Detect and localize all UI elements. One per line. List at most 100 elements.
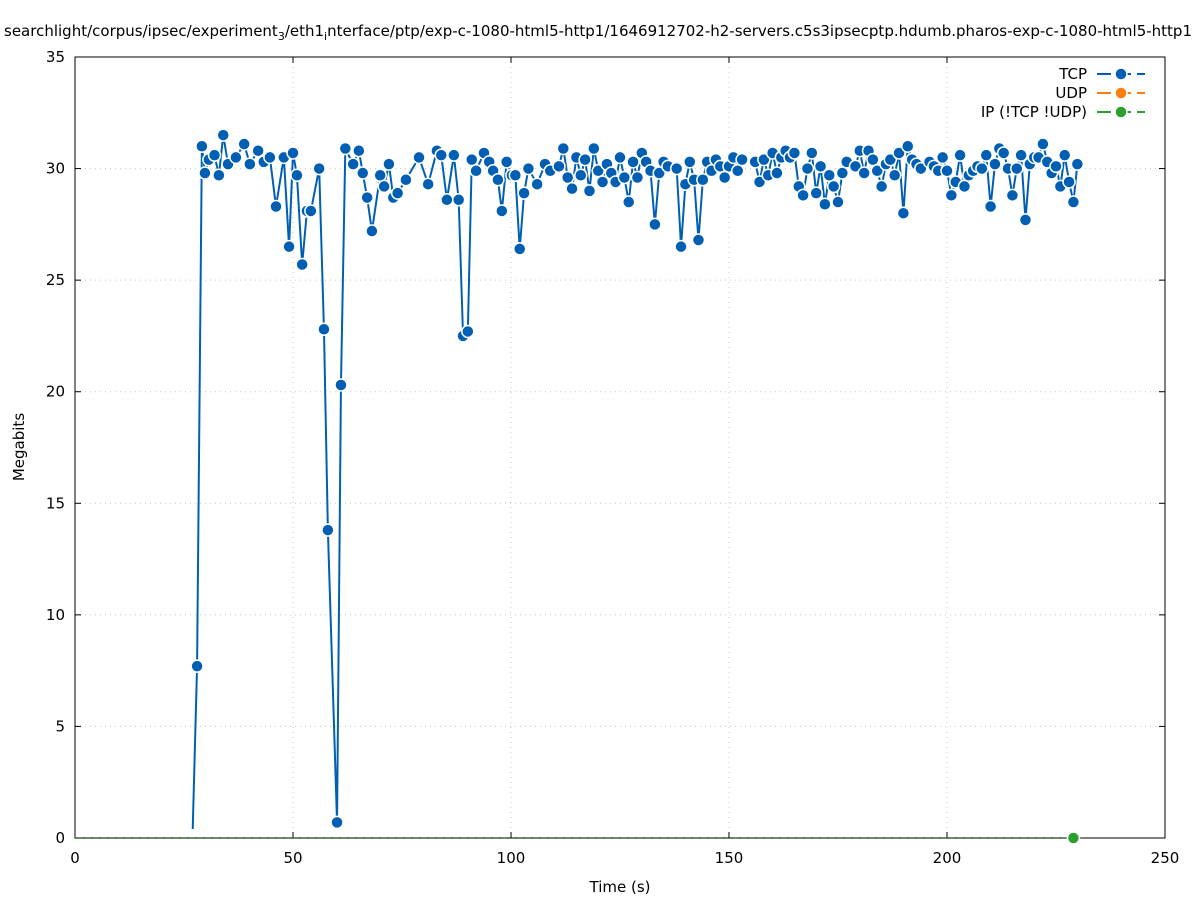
data-point xyxy=(975,161,989,176)
data-point xyxy=(800,161,815,176)
data-point xyxy=(1062,175,1076,189)
data-point xyxy=(334,378,348,392)
data-point xyxy=(399,172,413,187)
data-point xyxy=(883,152,898,167)
data-point xyxy=(560,170,575,185)
data-point xyxy=(1066,195,1081,209)
y-tick-label: 0 xyxy=(55,829,65,847)
legend-entry: IP (!TCP !UDP) xyxy=(981,103,1145,121)
data-point xyxy=(752,175,767,189)
data-point xyxy=(195,139,209,154)
data-point xyxy=(630,170,645,185)
data-point xyxy=(578,152,592,167)
x-tick-label: 150 xyxy=(715,849,744,867)
data-point xyxy=(1066,831,1081,845)
data-point xyxy=(508,168,523,183)
data-point xyxy=(517,186,531,200)
x-tick-label: 250 xyxy=(1151,849,1180,867)
data-point xyxy=(390,186,405,200)
x-tick-label: 100 xyxy=(497,849,526,867)
data-point xyxy=(346,157,360,171)
data-point xyxy=(321,523,335,537)
data-point xyxy=(717,170,732,185)
y-tick-label: 20 xyxy=(46,383,65,401)
grid xyxy=(75,57,1165,838)
data-point xyxy=(565,181,579,196)
data-point xyxy=(582,184,597,198)
data-point xyxy=(382,157,396,171)
data-point xyxy=(491,172,505,187)
x-tick-label: 200 xyxy=(933,849,962,867)
series-layer xyxy=(75,128,1085,845)
data-point xyxy=(835,166,850,180)
data-point xyxy=(901,139,915,154)
y-tick-label: 30 xyxy=(46,160,65,178)
data-point xyxy=(1049,159,1063,174)
data-point xyxy=(469,164,483,178)
data-point xyxy=(595,175,610,189)
data-point xyxy=(282,239,296,254)
data-point xyxy=(360,190,374,205)
y-tick-label: 25 xyxy=(46,271,65,289)
data-point xyxy=(286,146,300,160)
y-tick-label: 10 xyxy=(46,606,65,624)
data-point xyxy=(495,204,509,218)
data-point xyxy=(979,148,993,162)
data-point xyxy=(940,164,954,178)
data-point xyxy=(674,239,688,254)
data-point xyxy=(996,146,1011,160)
data-point xyxy=(312,161,326,176)
data-point xyxy=(613,150,627,165)
data-point xyxy=(787,146,802,160)
data-point xyxy=(957,179,972,194)
data-point xyxy=(1010,161,1024,176)
series-tcp xyxy=(190,128,1085,830)
data-point xyxy=(530,177,544,191)
data-point xyxy=(356,166,370,180)
data-point xyxy=(412,150,426,165)
data-point xyxy=(648,217,662,232)
data-point xyxy=(1018,213,1033,227)
data-point xyxy=(263,150,277,165)
legend-label: TCP xyxy=(1058,65,1087,83)
data-point xyxy=(461,324,475,339)
title-part: searchlight/corpus/ipsec/experiment xyxy=(4,22,278,40)
data-point xyxy=(848,159,863,174)
data-point xyxy=(237,137,251,151)
data-point xyxy=(216,128,230,142)
series-line xyxy=(191,134,1079,830)
data-point xyxy=(330,815,344,830)
y-tick-label: 5 xyxy=(55,717,65,735)
data-point xyxy=(352,143,366,158)
data-point xyxy=(465,152,479,167)
data-point xyxy=(770,166,784,180)
data-point xyxy=(434,148,448,162)
y-tick-label: 15 xyxy=(46,494,65,512)
data-point xyxy=(805,146,819,160)
data-point xyxy=(735,152,749,167)
data-point xyxy=(874,179,889,194)
data-point xyxy=(822,168,837,183)
data-point xyxy=(1014,148,1028,162)
data-point xyxy=(621,195,636,209)
x-tick-label: 50 xyxy=(283,849,302,867)
data-point xyxy=(447,148,461,162)
data-point xyxy=(696,172,710,187)
title-part: nterface/ptp/exp-c-1080-html5-http1/1646… xyxy=(327,22,1192,40)
x-axis-label: Time (s) xyxy=(589,878,651,896)
data-point xyxy=(229,150,243,165)
data-point xyxy=(983,199,998,214)
data-point xyxy=(626,155,640,169)
data-point xyxy=(809,186,823,200)
data-point xyxy=(866,152,880,167)
data-point xyxy=(914,161,928,176)
data-point xyxy=(887,168,902,183)
data-point xyxy=(373,168,387,183)
legend-entry: TCP xyxy=(1058,65,1145,83)
y-tick-label: 35 xyxy=(46,48,65,66)
data-point xyxy=(669,161,684,176)
data-point xyxy=(207,148,222,162)
data-point xyxy=(198,166,212,180)
